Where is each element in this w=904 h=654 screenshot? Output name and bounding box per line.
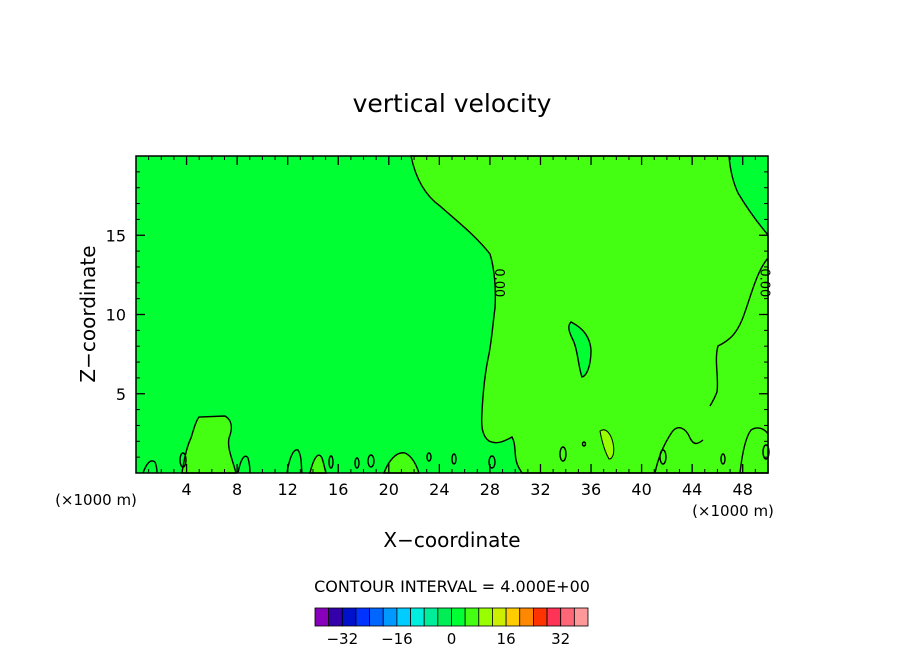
x-axis: 4 8 12 16 20 24 28 32 36 40 44 48 bbox=[148, 156, 756, 499]
x-tick-label: 28 bbox=[480, 480, 500, 499]
colorbar-swatch bbox=[478, 607, 493, 627]
contour-cell-11 bbox=[762, 444, 770, 460]
contour-labels: 0.00 0.00 bbox=[491, 268, 771, 297]
contour-blob-mid2 bbox=[383, 452, 420, 474]
contour-small-positive bbox=[599, 429, 615, 460]
colorbar-swatch bbox=[410, 607, 425, 627]
x-tick-label: 24 bbox=[429, 480, 449, 499]
x-tick-label: 4 bbox=[181, 480, 191, 499]
contour-value-label: 0.00 bbox=[491, 268, 506, 297]
x-tick-label: 8 bbox=[232, 480, 242, 499]
contour-bump-1 bbox=[142, 460, 158, 474]
y-tick-label: 5 bbox=[116, 385, 126, 404]
x-unit-left: (×1000 m) bbox=[55, 491, 137, 509]
contour-layer bbox=[142, 155, 770, 474]
colorbar-swatch bbox=[492, 607, 507, 627]
y-tick-label: 15 bbox=[106, 226, 126, 245]
x-axis-label: X−coordinate bbox=[383, 528, 520, 552]
colorbar-tick-label: −16 bbox=[381, 630, 413, 648]
colorbar-tick-label: 0 bbox=[447, 630, 457, 648]
colorbar-swatch bbox=[505, 607, 521, 627]
x-tick-label: 36 bbox=[581, 480, 601, 499]
colorbar-tick-label: 16 bbox=[497, 630, 516, 648]
x-tick-label: 16 bbox=[328, 480, 348, 499]
y-axis-label: Z−coordinate bbox=[76, 245, 100, 382]
contour-cell-9 bbox=[659, 449, 667, 465]
contour-cell-8 bbox=[559, 446, 567, 462]
colorbar-swatch bbox=[369, 607, 384, 627]
contour-cell-1 bbox=[179, 452, 187, 468]
contour-cell-7 bbox=[488, 455, 496, 469]
contour-region-main bbox=[410, 155, 769, 474]
chart-title: vertical velocity bbox=[353, 89, 552, 118]
colorbar: −32 −16 0 16 32 bbox=[314, 607, 589, 648]
colorbar-tick-label: 32 bbox=[551, 630, 570, 648]
colorbar-swatch bbox=[437, 607, 452, 627]
colorbar-swatch bbox=[382, 607, 398, 627]
contour-line-right bbox=[709, 257, 769, 407]
y-tick-label: 10 bbox=[106, 306, 126, 325]
contour-bump-4 bbox=[739, 427, 769, 474]
colorbar-swatch bbox=[328, 607, 343, 627]
x-tick-label: 32 bbox=[530, 480, 550, 499]
contour-blob-left bbox=[181, 415, 237, 474]
colorbar-swatch bbox=[560, 607, 575, 627]
x-tick-label: 20 bbox=[379, 480, 399, 499]
colorbar-swatch bbox=[451, 607, 466, 627]
colorbar-swatch bbox=[314, 607, 330, 627]
contour-cell-5 bbox=[426, 452, 432, 462]
contour-cell-3 bbox=[354, 457, 360, 469]
x-tick-label: 40 bbox=[631, 480, 651, 499]
colorbar-swatch bbox=[546, 607, 562, 627]
contour-cell-12 bbox=[581, 441, 587, 447]
x-tick-label: 12 bbox=[278, 480, 298, 499]
contour-bump-3 bbox=[286, 449, 303, 474]
colorbar-swatch bbox=[355, 607, 371, 627]
colorbar-swatch bbox=[423, 607, 439, 627]
contour-cell-6 bbox=[451, 453, 457, 465]
contour-cell-2 bbox=[328, 455, 334, 469]
x-unit-right: (×1000 m) bbox=[692, 502, 774, 520]
colorbar-tick-label: −32 bbox=[326, 630, 358, 648]
contour-cell-10 bbox=[720, 453, 726, 465]
contour-value-label: 0.00 bbox=[756, 268, 771, 297]
x-tick-label: 44 bbox=[682, 480, 702, 499]
y-axis: 5 10 15 bbox=[106, 171, 768, 458]
colorbar-swatch bbox=[341, 607, 357, 627]
colorbar-swatch bbox=[396, 607, 411, 627]
colorbar-swatch bbox=[519, 607, 534, 627]
contour-island bbox=[568, 321, 592, 378]
contour-interval-text: CONTOUR INTERVAL = 4.000E+00 bbox=[314, 577, 590, 596]
contour-cell-4 bbox=[367, 454, 375, 468]
x-tick-label: 48 bbox=[733, 480, 753, 499]
colorbar-swatch bbox=[533, 607, 548, 627]
colorbar-swatch bbox=[464, 607, 480, 627]
colorbar-swatch bbox=[573, 607, 589, 627]
